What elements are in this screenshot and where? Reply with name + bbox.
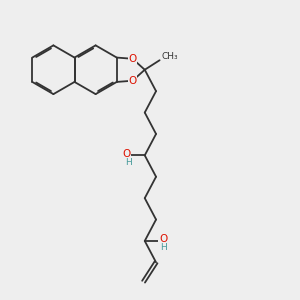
Text: O: O [159,234,167,244]
Text: CH₃: CH₃ [162,52,178,62]
Text: O: O [128,76,137,86]
Text: O: O [122,148,130,159]
Text: H: H [160,243,167,252]
Text: H: H [126,158,132,167]
Text: O: O [128,54,137,64]
